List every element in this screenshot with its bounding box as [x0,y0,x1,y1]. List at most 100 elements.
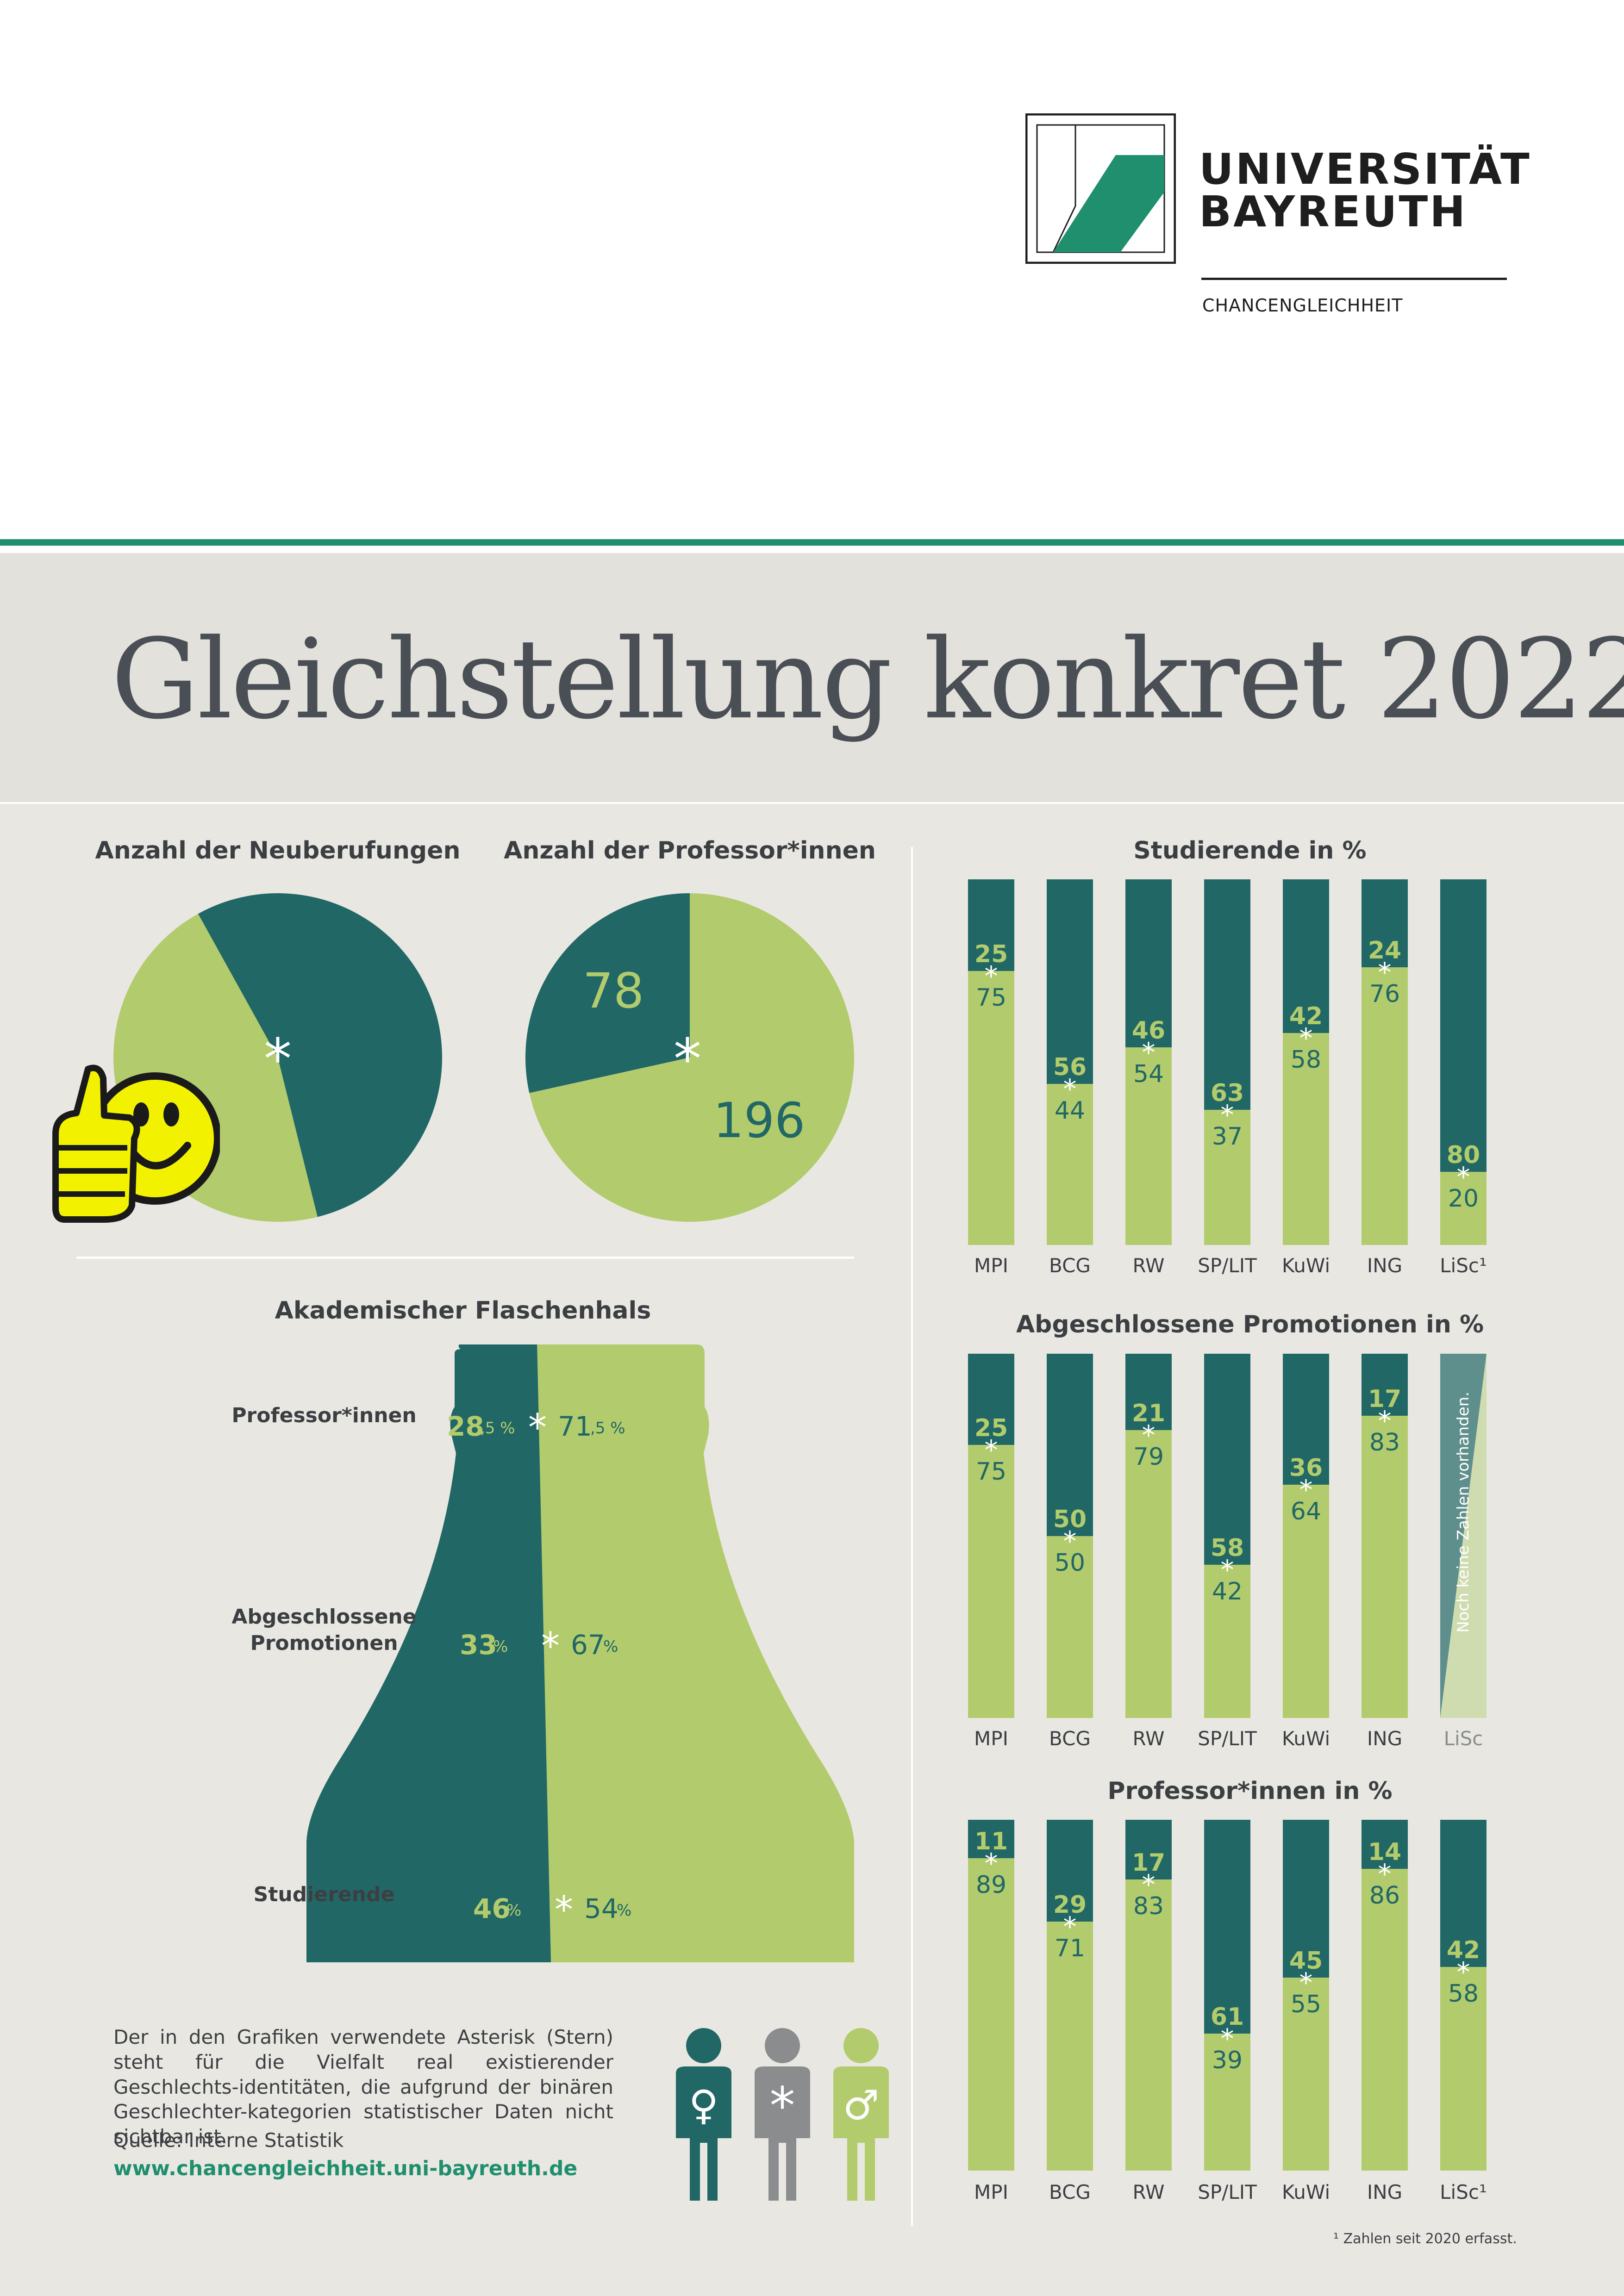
university-logo [1025,113,1176,264]
pie1-female-label: 13 [161,979,223,1035]
bar-0-3-female [1204,879,1250,1110]
legend-diverse-figure-icon [755,2028,810,2201]
bar-2-2-male [1125,1879,1172,2171]
bar-0-2-category-label: RW [1132,1254,1165,1277]
bar-0-4-female-label: 42 [1289,1002,1323,1030]
pie-slice-female [525,893,690,1093]
bar-0-6-female-label: 80 [1446,1141,1480,1169]
pie2-asterisk-icon: * [674,1027,701,1092]
bar-2-6-asterisk-icon: * [1456,1956,1470,1988]
university-name-line2: BAYREUTH [1199,187,1468,236]
bar-0-0-category-label: MPI [974,1254,1008,1277]
bar-1-2-male [1125,1430,1172,1718]
legend-female-symbol-icon: ♀ [688,2081,719,2129]
bar-2-2-category-label: RW [1132,2181,1165,2203]
bottleneck-female-suffix-1: % [493,1637,508,1656]
bar-0-1-male-label: 44 [1054,1097,1086,1125]
thumbs-up-smiley-icon [52,1064,220,1223]
bar-1-6-no-data-text: Noch keine Zahlen vorhanden. [1454,1391,1473,1633]
bar-0-6-asterisk-icon: * [1456,1161,1470,1193]
bar-chart-2-heading: Professor*innen in % [1107,1777,1393,1805]
bar-0-2-asterisk-icon: * [1142,1037,1156,1069]
bar-1-1-female-label: 50 [1053,1505,1087,1533]
bar-1-1-female [1047,1354,1093,1536]
university-name-line1: UNIVERSITÄT [1199,144,1531,194]
bottleneck-female-suffix-0: ,5 % [480,1419,515,1437]
bottleneck-row-label-0: Professor*innen [231,1404,417,1427]
bar-1-5-male-label: 83 [1369,1428,1400,1456]
bar-2-3-male-label: 39 [1212,2047,1243,2075]
source-link[interactable]: www.chancengleichheit.uni-bayreuth.de [113,2157,578,2180]
bar-2-5-male-label: 86 [1369,1882,1400,1910]
pie1-male-label: 11 [323,1071,385,1128]
bar-1-5-asterisk-icon: * [1378,1405,1392,1437]
bottleneck-female-value-0: 28 [447,1411,484,1442]
bar-2-0-female-label: 11 [974,1828,1008,1856]
bar-0-3-female-label: 63 [1210,1079,1244,1107]
bar-1-0-asterisk-icon: * [984,1434,998,1466]
bar-1-4-category-label: KuWi [1281,1727,1330,1750]
bar-1-3-female [1204,1354,1250,1565]
pie2-male-label: 196 [713,1092,806,1149]
bar-2-0-category-label: MPI [974,2181,1008,2203]
bar-0-4-male [1283,1033,1329,1245]
bar-2-0-male [968,1858,1014,2171]
bottleneck-asterisk-icon-0: * [528,1406,547,1449]
bar-1-0-male [968,1444,1014,1718]
bottleneck-female-suffix-2: % [506,1901,522,1920]
bar-2-4-male [1283,1978,1329,2171]
legend-male-symbol-icon: ♂ [843,2081,880,2129]
bar-0-1-category-label: BCG [1049,1254,1091,1277]
bar-0-5-male [1362,967,1408,1245]
bar-1-1-male-label: 50 [1054,1549,1086,1577]
pie2-female-label: 78 [582,963,644,1019]
bar-2-6-male [1440,1967,1487,2171]
bar-1-2-male-label: 79 [1133,1443,1164,1471]
bottleneck-male-value-0: 71 [558,1411,592,1442]
bar-chart-0-heading: Studierende in % [1133,837,1367,865]
bar-0-3-male [1204,1109,1250,1245]
footnote: ¹ Zahlen seit 2020 erfasst. [1333,2231,1517,2247]
bar-1-1-male [1047,1536,1093,1718]
bar-2-6-category-label: LiSc¹ [1440,2181,1487,2203]
pie1-heading: Anzahl der Neuberufungen [95,837,461,865]
bar-0-5-category-label: ING [1367,1254,1403,1277]
bar-0-4-category-label: KuWi [1281,1254,1330,1277]
bar-0-5-male-label: 76 [1369,980,1400,1008]
accent-rule [0,539,1624,546]
legend-female-figure-icon [676,2028,731,2201]
column-divider [911,847,913,2226]
pie-chart-professorinnen [525,893,855,1222]
bar-2-4-female [1283,1820,1329,1978]
bar-0-2-female-label: 46 [1131,1017,1166,1045]
bar-2-6-male-label: 58 [1448,1980,1479,2008]
title-separator [0,802,1624,804]
bar-0-3-male-label: 37 [1212,1122,1243,1151]
bottleneck-row-label-2: Studierende [253,1883,395,1906]
bar-0-0-female-label: 25 [974,940,1008,968]
bar-2-0-asterisk-icon: * [984,1848,998,1879]
bar-0-1-asterisk-icon: * [1063,1073,1077,1105]
title-band [0,553,1624,803]
bar-0-2-male [1125,1047,1172,1245]
pie2-heading: Anzahl der Professor*innen [504,837,876,865]
bar-1-0-female-label: 25 [974,1414,1008,1442]
bar-2-5-female [1362,1820,1408,1869]
bottleneck-asterisk-icon-2: * [555,1888,573,1931]
bar-1-5-category-label: ING [1367,1727,1403,1750]
bar-1-4-male [1283,1485,1329,1718]
bar-1-4-female-label: 36 [1289,1454,1323,1482]
bottleneck-heading: Akademischer Flaschenhals [275,1297,651,1325]
university-name: UNIVERSITÄT BAYREUTH [1199,148,1531,233]
bottleneck-chart [306,1344,854,1962]
bar-2-2-asterisk-icon: * [1142,1868,1156,1900]
bar-1-1-category-label: BCG [1049,1727,1091,1750]
bar-0-0-male-label: 75 [975,983,1007,1012]
bar-1-5-female-label: 17 [1368,1385,1402,1413]
bar-0-3-asterisk-icon: * [1220,1099,1234,1131]
bottleneck-male-value-2: 54 [584,1893,618,1924]
bar-0-0-male [968,971,1014,1245]
bar-0-4-male-label: 58 [1290,1045,1322,1074]
bar-0-2-female [1125,879,1172,1048]
bar-2-3-female [1204,1820,1250,2034]
